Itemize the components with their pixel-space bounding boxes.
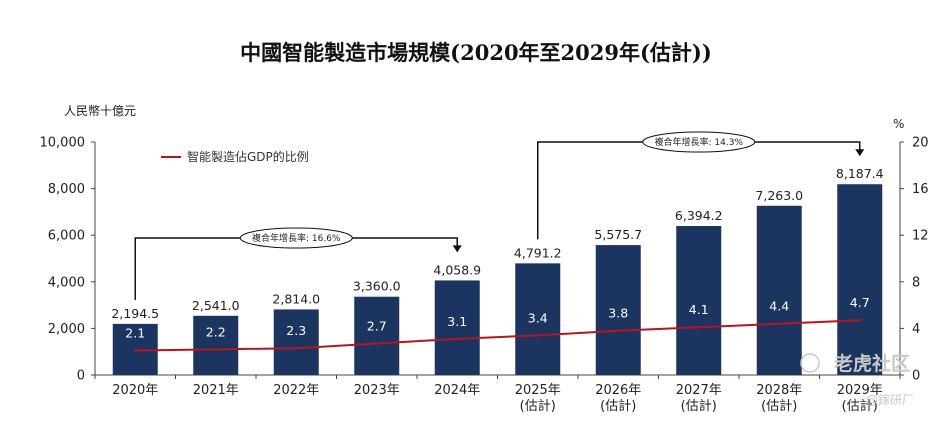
cagr-arrow-head xyxy=(452,245,462,253)
bar-value-label: 3,360.0 xyxy=(353,279,401,294)
x-tick-label: 2020年 xyxy=(112,383,158,398)
cagr-badge xyxy=(642,131,756,153)
line-point xyxy=(778,322,781,325)
line-value-label: 3.4 xyxy=(528,310,548,325)
bar xyxy=(595,245,641,375)
bar-value-label: 8,187.4 xyxy=(836,166,884,181)
y2-tick-label: 16 xyxy=(912,182,929,197)
x-tick-label: 2023年 xyxy=(354,383,400,398)
y2-axis-label: % xyxy=(893,117,904,131)
line-point xyxy=(214,348,217,351)
line-point xyxy=(536,334,539,337)
line-point xyxy=(617,329,620,332)
line-point xyxy=(858,319,861,322)
gdp-share-line xyxy=(135,319,860,352)
bar-value-label: 2,194.5 xyxy=(111,306,159,321)
cagr-text: 複合年增長率: 16.6% xyxy=(252,232,341,244)
y-tick-label: 8,000 xyxy=(48,182,85,197)
bar xyxy=(676,226,722,375)
x-tick-note: (估計) xyxy=(520,398,556,414)
x-tick-label: 2027年 xyxy=(676,383,722,398)
cagr-annotation: 複合年增長率: 14.3% xyxy=(537,131,865,240)
line-point xyxy=(295,347,298,350)
watermark-brand: 老虎社区 xyxy=(834,352,910,375)
x-tick-label: 2025年 xyxy=(515,383,561,398)
x-tick-label: 2029年 xyxy=(837,383,883,398)
bar xyxy=(515,263,561,375)
bar xyxy=(193,315,239,375)
line-point xyxy=(375,342,378,345)
bar-value-label: 7,263.0 xyxy=(755,188,803,203)
y-tick-label: 0 xyxy=(77,369,85,384)
cagr-text: 複合年增長率: 14.3% xyxy=(655,136,744,148)
x-tick-note: (估計) xyxy=(842,398,878,414)
bar xyxy=(273,309,319,375)
chart-title: 中國智能製造市場規模(2020年至2029年(估計)) xyxy=(240,40,712,65)
line-value-label: 3.8 xyxy=(608,306,628,321)
y-axis-label: 人民幣十億元 xyxy=(64,104,136,118)
line-value-label: 2.1 xyxy=(125,326,145,341)
y2-tick-label: 8 xyxy=(912,275,920,290)
line-value-label: 3.1 xyxy=(447,314,467,329)
watermark-logo-icon xyxy=(800,353,820,373)
x-tick-label: 2021年 xyxy=(193,383,239,398)
y2-tick-label: 12 xyxy=(912,229,929,244)
y-tick-label: 6,000 xyxy=(48,229,85,244)
bar-value-label: 6,394.2 xyxy=(675,208,723,223)
legend: 智能製造佔GDP的比例 xyxy=(161,149,309,164)
x-tick-label: 2028年 xyxy=(756,383,802,398)
bar xyxy=(354,296,400,375)
line-point xyxy=(697,326,700,329)
cagr-annotation: 複合年增長率: 16.6% xyxy=(134,227,462,300)
x-tick-note: (估計) xyxy=(600,398,636,414)
cagr-arrow-head xyxy=(855,149,865,157)
y-tick-label: 2,000 xyxy=(48,322,85,337)
line-value-label: 4.4 xyxy=(769,299,789,314)
y-tick-label: 10,000 xyxy=(40,136,86,151)
bar xyxy=(837,184,883,375)
y2-tick-label: 4 xyxy=(912,322,920,337)
bar xyxy=(434,280,480,375)
x-tick-label: 2022年 xyxy=(273,383,319,398)
line-value-label: 2.7 xyxy=(367,319,387,334)
bar-value-label: 2,814.0 xyxy=(272,291,320,306)
bar-value-label: 4,791.2 xyxy=(514,245,562,260)
line-value-label: 4.7 xyxy=(850,295,870,310)
y2-tick-label: 0 xyxy=(912,369,920,384)
line-point xyxy=(134,349,137,352)
line-value-label: 2.2 xyxy=(206,324,226,339)
cagr-badge xyxy=(239,227,353,249)
bar-value-label: 4,058.9 xyxy=(433,262,481,277)
x-tick-label: 2024年 xyxy=(434,383,480,398)
bar-value-label: 5,575.7 xyxy=(594,227,642,242)
legend-label: 智能製造佔GDP的比例 xyxy=(187,149,309,164)
line-value-label: 2.3 xyxy=(286,323,306,338)
watermark-account: @鎵研厂 xyxy=(866,392,914,407)
y-tick-label: 4,000 xyxy=(48,275,85,290)
y2-tick-label: 20 xyxy=(912,136,929,151)
bar xyxy=(756,205,802,375)
x-tick-note: (估計) xyxy=(681,398,717,414)
watermark: 老虎社区 @鎵研厂 xyxy=(800,352,914,407)
line-point xyxy=(456,337,459,341)
cagr-bracket xyxy=(537,141,861,240)
line-value-label: 4.1 xyxy=(689,302,709,317)
x-tick-label: 2026年 xyxy=(595,383,641,398)
x-tick-note: (估計) xyxy=(761,398,797,414)
bar-value-label: 2,541.0 xyxy=(192,298,240,313)
